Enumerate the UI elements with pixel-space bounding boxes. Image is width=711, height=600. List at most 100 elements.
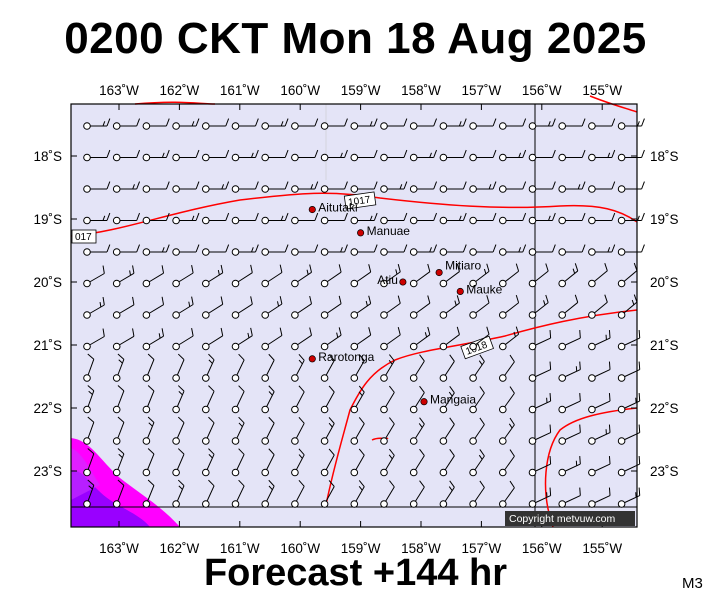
wind-barb <box>469 417 485 445</box>
wind-barb <box>261 296 283 319</box>
wind-barb <box>469 295 490 319</box>
wind-barb <box>202 118 230 130</box>
wind-barb <box>588 263 608 288</box>
wind-barb <box>231 244 259 256</box>
isobar-label-1017: 1017 <box>343 191 377 210</box>
wind-barb <box>380 295 401 319</box>
wind-barb <box>83 328 105 351</box>
wind-barb <box>439 263 460 288</box>
wind-barb <box>439 326 460 351</box>
wind-barb <box>112 265 135 288</box>
longitude-label: 159˚W <box>341 541 381 556</box>
wind-barb <box>83 118 111 130</box>
wind-barb <box>380 149 408 162</box>
wind-barb <box>112 416 125 445</box>
wind-barb <box>528 118 556 130</box>
longitude-label: 157˚W <box>462 83 502 98</box>
wind-barb <box>469 263 490 288</box>
wind-barb <box>261 149 289 162</box>
wind-barb <box>439 181 467 193</box>
wind-barb <box>528 487 552 508</box>
wind-barb <box>142 328 165 351</box>
wind-barb <box>291 181 319 193</box>
wind-barb <box>380 264 401 288</box>
wind-barb <box>202 385 215 414</box>
wind-barb <box>142 416 155 445</box>
wind-barb <box>350 448 365 477</box>
wind-barb <box>588 330 611 351</box>
longitude-label: 161˚W <box>220 83 260 98</box>
wind-barb <box>380 244 408 256</box>
wind-barb <box>528 263 549 288</box>
wind-barb <box>409 326 431 351</box>
wind-barb <box>172 353 185 382</box>
wind-barb <box>617 262 638 288</box>
wind-barb <box>499 118 527 130</box>
longitude-label: 157˚W <box>462 541 502 556</box>
wind-barb <box>261 118 289 130</box>
wind-barb <box>558 393 581 414</box>
wind-barb <box>112 448 125 477</box>
latitude-label: 19˚S <box>650 212 679 227</box>
latitude-label: 21˚S <box>650 338 679 353</box>
wind-barb <box>439 118 467 130</box>
wind-barb <box>558 294 579 319</box>
longitude-label: 158˚W <box>401 83 441 98</box>
longitude-label: 160˚W <box>280 83 320 98</box>
latitude-label: 23˚S <box>650 464 679 479</box>
wind-barb <box>320 264 342 288</box>
wind-barb <box>499 480 515 508</box>
wind-barb <box>439 354 455 382</box>
wind-barb <box>172 181 200 193</box>
wind-barb <box>320 417 335 445</box>
wind-barb <box>528 244 556 256</box>
wind-barb <box>528 181 556 193</box>
wind-barb <box>380 212 408 225</box>
wind-barb <box>409 385 425 414</box>
wind-barb <box>350 327 372 351</box>
town-mitiaro: Mitiaro <box>435 259 481 277</box>
wind-barb <box>617 118 645 130</box>
wind-barb <box>499 294 520 319</box>
latitude-label: 20˚S <box>650 275 679 290</box>
wind-barb <box>439 149 467 162</box>
wind-barb <box>83 212 111 225</box>
wind-barb <box>112 149 141 162</box>
wind-barb <box>202 353 215 382</box>
wind-barb <box>112 118 141 130</box>
copyright-box: Copyright metvuw.com <box>505 511 635 526</box>
wind-barb <box>558 118 586 130</box>
wind-barb <box>409 417 425 445</box>
wind-barb <box>261 353 275 382</box>
latitude-label: 23˚S <box>33 464 62 479</box>
wind-barb <box>439 386 455 414</box>
wind-barb <box>409 263 431 288</box>
wind-barb <box>528 456 552 477</box>
wind-barb <box>409 354 425 382</box>
wind-barb <box>588 424 611 445</box>
wind-barb <box>291 448 305 477</box>
latitude-label: 21˚S <box>33 338 62 353</box>
wind-barb <box>261 327 283 351</box>
wind-barb <box>83 297 105 319</box>
wind-barb <box>231 181 259 193</box>
svg-text:1017: 1017 <box>348 195 372 209</box>
wind-barb <box>291 149 319 162</box>
wind-barb <box>202 149 230 162</box>
wind-barb <box>380 181 408 193</box>
wind-barb <box>202 212 230 225</box>
wind-barb <box>231 353 245 382</box>
wind-barb <box>172 328 194 351</box>
wind-barb <box>528 330 552 351</box>
wind-barb <box>83 448 95 477</box>
wind-barb <box>291 295 312 319</box>
wind-barb <box>291 264 312 288</box>
wind-barb <box>320 212 348 225</box>
wind-barb <box>291 353 305 382</box>
wind-barb <box>558 487 581 508</box>
wind-barb <box>231 296 253 319</box>
wind-barb <box>202 327 224 351</box>
wind-barb <box>231 479 245 508</box>
wind-barb <box>439 449 455 477</box>
town-atiu: Atiu <box>377 273 407 287</box>
